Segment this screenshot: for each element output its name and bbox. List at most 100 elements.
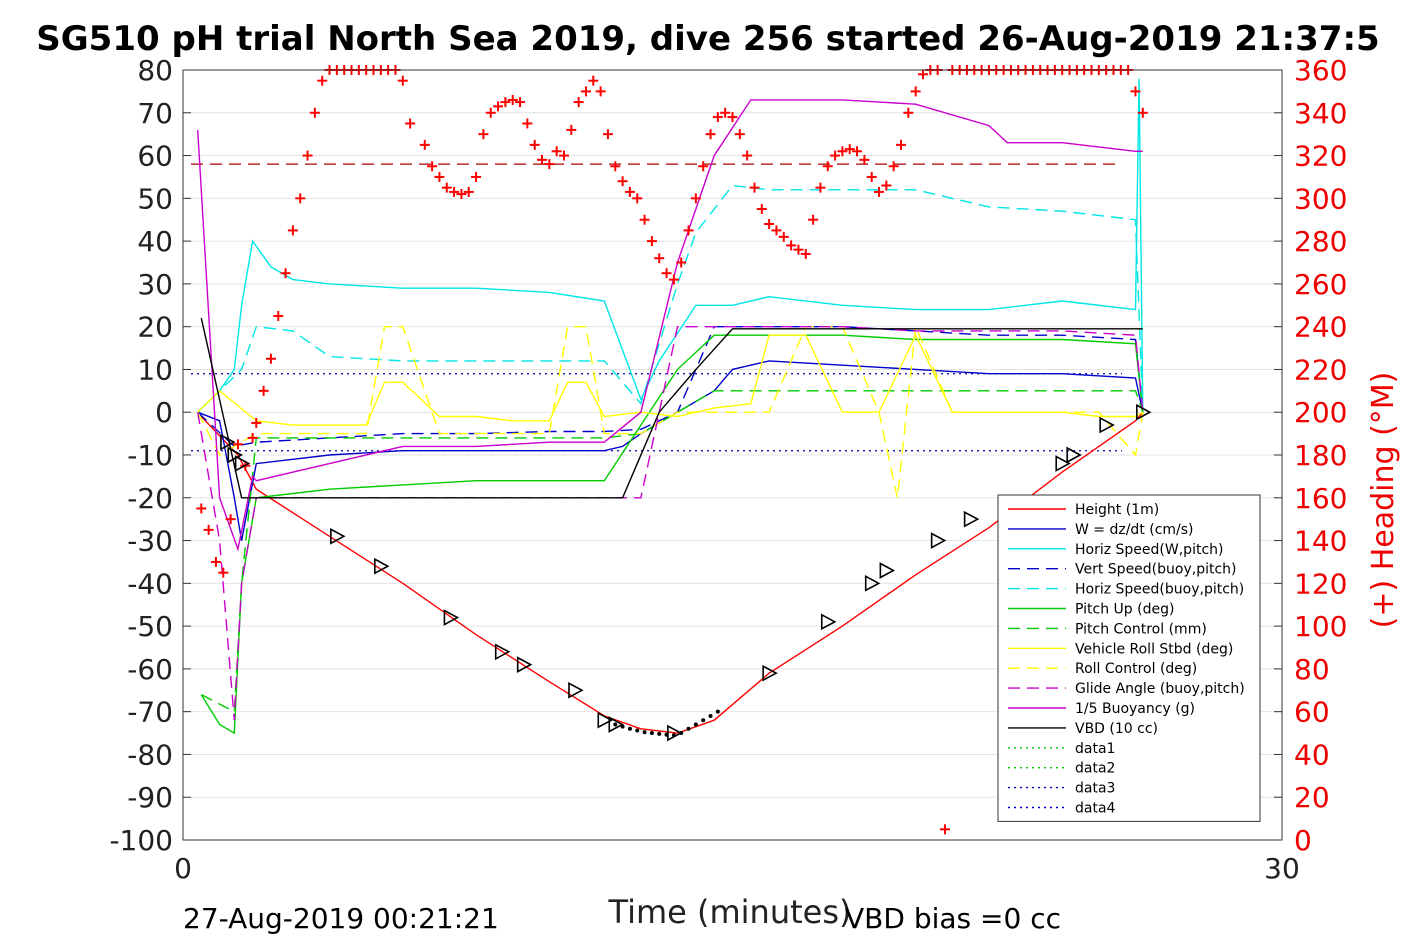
heading-point	[749, 182, 760, 193]
triangle-marker	[1055, 455, 1071, 472]
heading-point	[544, 159, 555, 170]
triangle-marker	[879, 562, 896, 579]
heading-point	[624, 186, 635, 197]
tick-label-right: 220	[1294, 353, 1347, 386]
heading-point	[866, 171, 877, 182]
heading-point	[837, 146, 848, 157]
heading-point	[434, 171, 445, 182]
tick-label-right: 300	[1294, 182, 1347, 215]
heading-point	[551, 146, 562, 157]
y-axis-right-label: (+) Heading (°M)	[1366, 372, 1401, 629]
apogee-dot	[671, 733, 676, 738]
tick-label-right: 140	[1294, 525, 1347, 558]
heading-point	[844, 144, 855, 155]
tick-label-left: -90	[127, 781, 173, 814]
triangle-marker	[1099, 416, 1115, 434]
triangle-marker	[820, 613, 837, 631]
tick-label-left: 70	[137, 97, 173, 130]
heading-point	[588, 75, 599, 86]
heading-point	[580, 86, 591, 97]
apogee-dot	[613, 722, 618, 727]
heading-point	[500, 97, 511, 108]
tick-label-left: -20	[127, 482, 173, 515]
apogee-dot	[635, 728, 640, 733]
tick-label-left: -40	[127, 567, 173, 600]
marker-layer	[220, 403, 1152, 742]
heading-point	[676, 257, 687, 268]
heading-point	[720, 107, 731, 118]
heading-point	[558, 150, 569, 161]
tick-label-right: 280	[1294, 225, 1347, 258]
apogee-dot	[649, 731, 654, 736]
reference-lines	[191, 163, 1122, 452]
heading-point	[397, 75, 408, 86]
heading-point	[830, 150, 841, 161]
heading-point	[793, 244, 804, 255]
x-axis-label: Time (minutes)	[608, 893, 852, 931]
legend-entry: VBD (10 cc)	[1075, 721, 1158, 737]
tick-label-right: 200	[1294, 396, 1347, 429]
heading-point	[632, 193, 643, 204]
apogee-dot	[708, 713, 713, 718]
heading-point	[456, 189, 467, 200]
tick-label-left: -100	[109, 824, 173, 857]
heading-point	[756, 204, 767, 215]
tick-label-left: -70	[127, 696, 173, 729]
legend-entry: data4	[1075, 801, 1116, 817]
heading-point	[742, 150, 753, 161]
heading-point	[537, 154, 548, 165]
y-axis-left: 80 70 60 50 40 30 20 10 0 -10 -20 -30 -40 -50 -60 -70 -8…	[109, 54, 191, 857]
heading-point	[405, 118, 416, 129]
heading-point	[610, 161, 621, 172]
triangle-marker	[930, 532, 947, 549]
heading-point	[852, 146, 863, 157]
heading-point	[265, 353, 276, 364]
heading-point	[478, 129, 489, 140]
triangle-marker	[494, 643, 511, 661]
x-axis: 0 30	[174, 852, 1300, 885]
tick-label-left: 30	[137, 268, 173, 301]
heading-point	[896, 139, 907, 150]
heading-point	[441, 182, 452, 193]
series-line	[197, 323, 1144, 498]
heading-point	[419, 139, 430, 150]
tick-label-left: -60	[127, 653, 173, 686]
heading-point	[232, 439, 243, 450]
heading-point	[822, 161, 833, 172]
heading-point	[910, 86, 921, 97]
tick-label-right: 360	[1294, 54, 1347, 87]
tick-label-x: 0	[174, 852, 192, 885]
heading-point	[734, 129, 745, 140]
apogee-dot	[679, 731, 684, 736]
heading-point	[712, 112, 723, 123]
heading-point	[196, 503, 207, 514]
heading-point	[317, 75, 328, 86]
heading-point	[1130, 86, 1141, 97]
heading-point	[522, 118, 533, 129]
legend-entry: Glide Angle (buoy,pitch)	[1075, 681, 1245, 697]
legend-entry: W = dz/dt (cm/s)	[1075, 522, 1194, 538]
heading-point	[463, 186, 474, 197]
triangle-marker	[597, 711, 613, 729]
series-line	[197, 184, 1144, 413]
tick-label-left: -10	[127, 439, 173, 472]
chart-title: SG510 pH trial North Sea 2019, dive 256 …	[36, 19, 1379, 59]
legend-entry: Height (1m)	[1075, 502, 1159, 518]
heading-point	[683, 225, 694, 236]
triangle-marker	[234, 455, 251, 472]
heading-point	[859, 154, 870, 165]
triangle-marker	[568, 681, 584, 699]
tick-label-right: 80	[1294, 653, 1330, 686]
heading-point	[661, 268, 672, 279]
apogee-dot	[664, 732, 669, 737]
legend-entry: data2	[1075, 761, 1115, 777]
heading-point	[617, 176, 628, 187]
triangle-marker	[762, 664, 778, 682]
triangle-marker	[864, 574, 881, 592]
heading-point	[295, 193, 306, 204]
triangle-marker	[330, 527, 346, 545]
legend: Height (1m) W = dz/dt (cm/s) Horiz Speed(W…	[997, 494, 1261, 822]
heading-point	[287, 225, 298, 236]
apogee-dot	[693, 722, 698, 727]
